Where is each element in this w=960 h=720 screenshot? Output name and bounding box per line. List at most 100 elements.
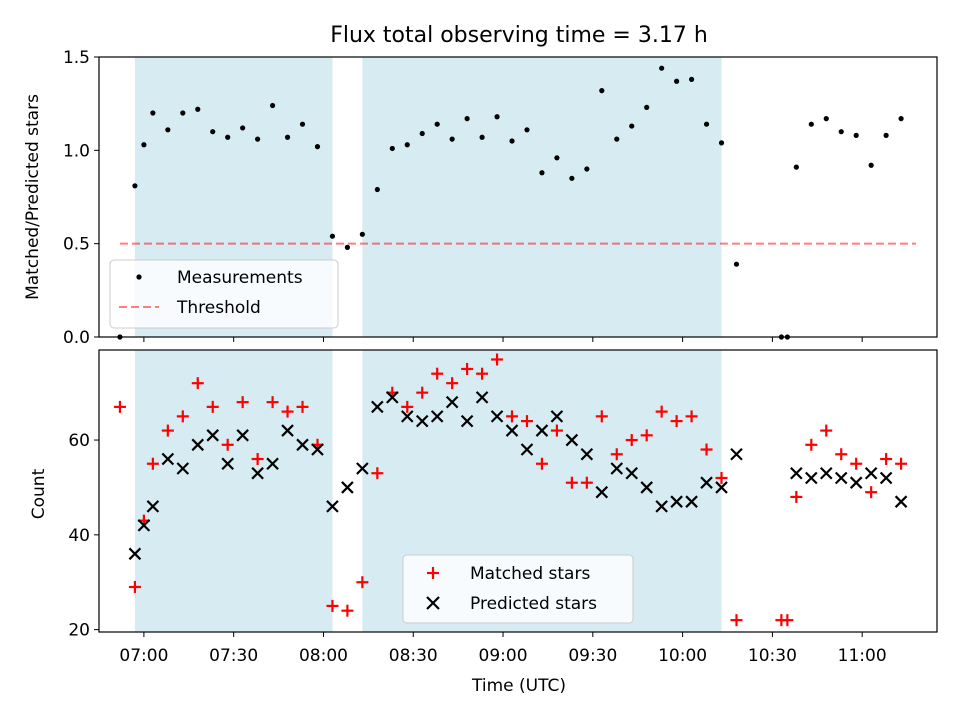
measurement-point — [180, 110, 186, 116]
matched-star-point — [850, 457, 863, 470]
legend-predicted-label: Predicted stars — [470, 594, 597, 614]
matched-star-point — [221, 438, 234, 451]
matched-star-point — [655, 405, 668, 418]
measurement-point — [898, 116, 904, 122]
matched-star-point — [805, 438, 818, 451]
top-legend: Measurements Threshold — [109, 259, 339, 329]
predicted-star-point — [894, 495, 908, 508]
measurement-point — [434, 121, 440, 127]
legend-measurements-marker — [136, 274, 142, 280]
predicted-star-point — [415, 414, 429, 428]
matched-star-point — [535, 457, 548, 470]
top-y-tick-label: 0.5 — [63, 235, 90, 255]
predicted-star-point — [251, 466, 264, 480]
matched-star-point — [670, 415, 683, 428]
predicted-star-point — [137, 519, 151, 532]
top-y-tick-label: 1.0 — [63, 141, 90, 161]
matched-star-point — [865, 486, 878, 499]
matched-star-point — [206, 400, 219, 413]
matched-star-point — [790, 490, 803, 503]
matched-star-point — [506, 410, 519, 423]
predicted-star-point — [715, 481, 728, 494]
top-panel: 0.0 0.5 1.0 1.5 Matched/Predicted stars Mea… — [23, 48, 938, 348]
predicted-star-point — [296, 438, 309, 452]
measurement-point — [225, 134, 231, 140]
measurement-point — [808, 121, 814, 127]
bottom-panel: 20 40 60 07:00 07:30 08:00 08:30 09:00 09:30 10:… — [29, 349, 938, 696]
predicted-star-point — [460, 414, 474, 428]
matched-star-point — [580, 476, 593, 489]
x-tick-label: 08:30 — [389, 646, 438, 666]
matched-star-point — [266, 396, 279, 409]
predicted-star-point — [700, 476, 713, 489]
measurement-point — [195, 106, 201, 112]
predicted-star-point — [281, 424, 294, 437]
predicted-star-point — [790, 466, 803, 480]
legend-matched-marker — [427, 567, 439, 579]
measurement-point — [703, 121, 710, 127]
predicted-star-point — [490, 410, 504, 423]
measurement-point — [509, 138, 515, 144]
matched-star-point — [595, 410, 608, 423]
matched-star-point — [520, 415, 533, 428]
measurement-point — [883, 132, 889, 138]
predicted-star-point — [580, 447, 594, 461]
matched-star-point — [236, 396, 249, 409]
predicted-star-point — [445, 395, 459, 409]
top-y-tick-label: 0.0 — [63, 328, 90, 348]
predicted-star-point — [520, 443, 534, 456]
matched-star-point — [326, 599, 339, 612]
bottom-y-tick-label: 60 — [68, 431, 90, 451]
measurement-point — [718, 140, 725, 146]
predicted-star-point — [400, 410, 414, 423]
predicted-star-point — [565, 433, 579, 447]
measurement-point — [240, 125, 246, 131]
bottom-legend-box — [402, 554, 634, 624]
bottom-y-tick-label: 20 — [68, 621, 90, 641]
measurement-point — [733, 261, 740, 267]
predicted-star-point — [610, 462, 624, 475]
x-tick-label: 10:30 — [748, 646, 797, 666]
measurement-point — [838, 129, 844, 135]
measurement-point — [449, 136, 455, 142]
predicted-star-point — [161, 452, 175, 466]
measurement-point — [150, 110, 156, 116]
predicted-star-point — [128, 547, 142, 561]
measurement-point — [141, 142, 147, 148]
measurement-point — [688, 76, 695, 82]
matched-star-point — [113, 400, 126, 413]
matched-star-point — [550, 424, 563, 437]
measurement-point — [464, 116, 470, 122]
predicted-star-point — [176, 462, 190, 475]
measurement-point — [419, 130, 425, 137]
predicted-star-point — [371, 400, 384, 414]
matched-star-point — [281, 405, 294, 418]
predicted-star-point — [326, 500, 339, 513]
matched-star-point — [820, 424, 833, 437]
measurement-point — [629, 123, 635, 129]
measurement-point — [314, 144, 321, 150]
bottom-legend: Matched stars Predicted stars — [402, 554, 634, 624]
measurement-point — [539, 170, 545, 176]
predicted-star-point — [221, 457, 234, 471]
matched-star-point — [610, 448, 623, 461]
measurement-point — [210, 129, 216, 135]
observing-interval-band — [134, 350, 333, 632]
predicted-star-point — [849, 476, 863, 489]
predicted-star-point — [625, 466, 639, 480]
matched-star-point — [565, 476, 578, 489]
predicted-star-point — [864, 466, 878, 480]
predicted-star-point — [430, 410, 444, 423]
measurement-point — [494, 114, 500, 120]
measurement-point — [255, 136, 261, 142]
measurement-point — [389, 145, 395, 152]
predicted-star-point — [879, 471, 893, 485]
predicted-star-point — [819, 466, 833, 480]
measurement-point — [269, 102, 276, 109]
matched-star-point — [128, 580, 141, 593]
matched-star-point — [341, 604, 354, 617]
matched-star-point — [476, 367, 489, 380]
legend-threshold-label: Threshold — [176, 298, 261, 318]
legend-matched-label: Matched stars — [470, 564, 590, 584]
